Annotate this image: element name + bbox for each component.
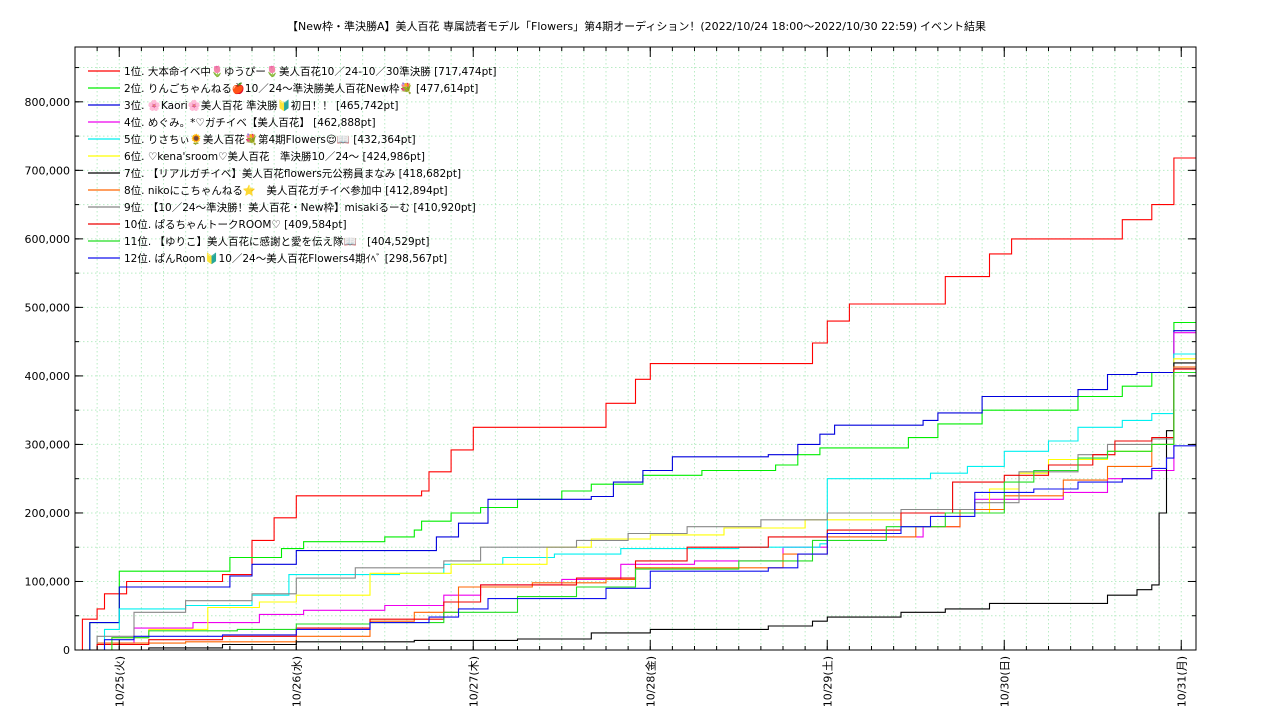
legend-label: 3位. 🌸Kaori🌸美人百花 準決勝🔰初日！！ [465,742pt]: [124, 99, 398, 112]
y-tick-label: 700,000: [25, 164, 71, 177]
y-tick-label: 100,000: [25, 575, 71, 588]
plot-frame: [74, 46, 1197, 651]
x-tick-label: 10/29(土): [821, 656, 834, 707]
legend-label: 7位. 【リアルガチイベ】美人百花flowers元公務員まなみ [418,682…: [124, 167, 461, 180]
y-tick-label: 500,000: [25, 301, 71, 314]
y-tick-label: 600,000: [25, 233, 71, 246]
y-tick-label: 200,000: [25, 507, 71, 520]
legend-label: 1位. 大本命イベ中🌷ゆうぴー🌷美人百花10／24-10／30準決勝 [717,…: [124, 65, 496, 78]
series-line: [75, 362, 1196, 651]
x-tick-label: 10/25(火): [113, 656, 126, 707]
series-line: [75, 332, 1196, 651]
legend-label: 6位. ♡kena'sroom♡美人百花 準決勝10／24〜 [424,986p…: [124, 150, 425, 163]
legend-label: 8位. nikoにこちゃんねる⭐ 美人百花ガチイベ参加中 [412,894pt]: [124, 184, 448, 197]
axis-ticks: 0 100,000 200,000 300,000 400,000 500,000 600,…: [25, 47, 1196, 707]
legend-label: 5位. りさちぃ🌻美人百花💐第4期Flowers😌📖 [432,364pt]: [124, 133, 416, 146]
x-tick-label: 10/30(日): [998, 656, 1011, 707]
y-tick-label: 300,000: [25, 438, 71, 451]
legend-label: 9位. 【10／24〜準決勝！美人百花・New枠】misakiるーむ [410,…: [124, 201, 476, 214]
x-tick-label: 10/26(水): [290, 656, 303, 707]
series-line: [75, 157, 1196, 651]
series-line: [75, 330, 1196, 651]
legend-label: 2位. りんごちゃんねる🍎10／24〜準決勝美人百花New枠💐 [477,614…: [124, 82, 478, 95]
legend: 1位. 大本命イベ中🌷ゆうぴー🌷美人百花10／24-10／30準決勝 [717,…: [88, 65, 496, 265]
x-tick-label: 10/28(金): [643, 656, 657, 707]
legend-label: 4位. めぐみ。*♡ガチイベ【美人百花】 [462,888pt]: [124, 116, 376, 129]
y-tick-label: 400,000: [25, 370, 71, 383]
series-line: [75, 371, 1196, 651]
legend-label: 10位. ぱるちゃんトークROOM♡ [409,584pt]: [124, 218, 347, 231]
legend-label: 11位. 【ゆりこ】美人百花に感謝と愛を伝え隊📖 [404,529pt]: [124, 235, 430, 248]
grid: [75, 47, 1196, 650]
series-line: [75, 366, 1196, 651]
series-line: [75, 368, 1196, 651]
x-tick-label: 10/27(木): [467, 656, 480, 707]
series-line: [75, 321, 1196, 651]
legend-label: 12位. ぱんRoom🔰10／24〜美人百花Flowers4期ｲﾍﾞ [298,…: [124, 252, 447, 265]
series-line: [75, 444, 1197, 651]
x-tick-label: 10/31(月): [1175, 656, 1188, 707]
series-line: [75, 367, 1196, 651]
chart-title: 【New枠・準決勝A】美人百花 専属読者モデル「Flowers」第4期オーディシ…: [287, 19, 917, 33]
chart-title-suffix: イベント結果: [920, 19, 986, 33]
y-tick-label: 0: [63, 644, 70, 657]
series-line: [75, 353, 1196, 651]
series-lines: [75, 157, 1197, 651]
y-tick-label: 800,000: [25, 96, 71, 109]
